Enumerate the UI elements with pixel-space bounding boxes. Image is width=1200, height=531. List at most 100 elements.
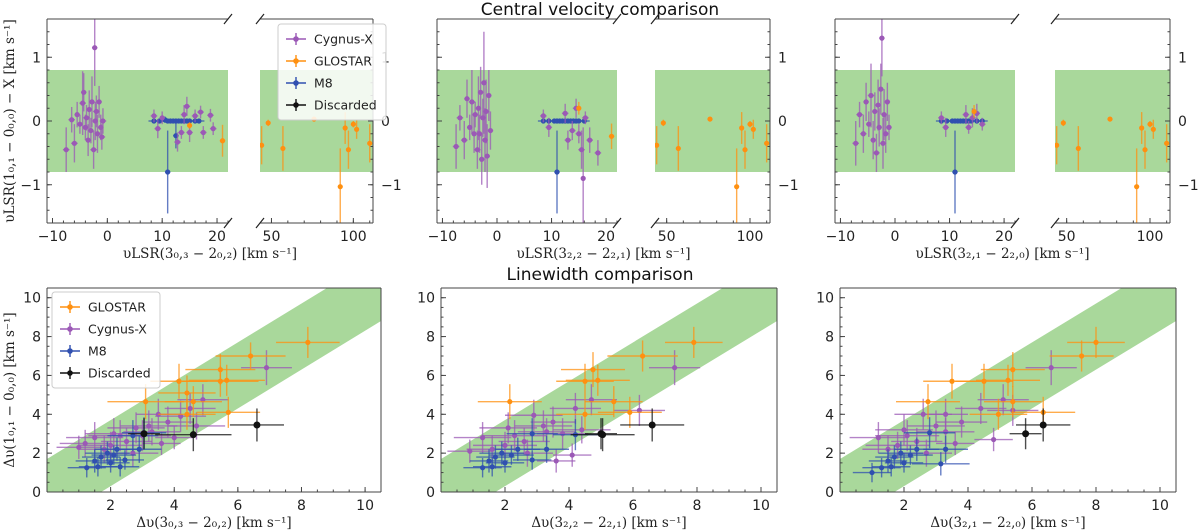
data-marker: [640, 353, 646, 359]
glostar-point: [747, 121, 753, 128]
data-marker: [515, 446, 521, 452]
cygnus-x-point: [88, 117, 94, 144]
legend: GLOSTAR Cygnus-X M8 Discarded: [51, 291, 161, 389]
glostar-point: [276, 326, 340, 358]
data-marker: [569, 452, 575, 458]
data-marker: [966, 124, 972, 130]
glostar-point: [1060, 119, 1066, 127]
data-marker: [81, 89, 87, 95]
plot-area: [47, 288, 381, 492]
m8-point: [923, 435, 968, 463]
glostar-point: [187, 122, 193, 129]
data-marker: [872, 108, 878, 115]
cygnus-x-point: [878, 63, 884, 115]
tolerance-band: [1055, 70, 1170, 172]
cygnus-x-point: [464, 79, 470, 118]
data-marker: [866, 121, 872, 127]
m8-point: [912, 452, 970, 476]
y-tick-label: 1: [1178, 50, 1187, 66]
data-marker: [901, 460, 907, 466]
cygnus-x-point: [875, 79, 881, 131]
axis-segment-2: 50 100 −1 0 1: [650, 13, 799, 245]
y-tick-label: 4: [32, 407, 41, 423]
cygnus-x-point: [71, 124, 78, 163]
data-marker: [1107, 116, 1113, 122]
cygnus-x-point: [872, 92, 878, 131]
data-marker: [210, 126, 216, 132]
data-marker: [85, 137, 91, 143]
cygnus-x-point: [849, 422, 908, 454]
data-marker: [991, 436, 997, 443]
glostar-point: [1075, 126, 1081, 171]
data-marker: [502, 460, 508, 466]
legend-entry-glostar: GLOSTAR: [60, 300, 146, 315]
glostar-point: [354, 119, 360, 139]
y-tick-label: 1: [778, 50, 787, 66]
x-tick-label: 0: [493, 229, 502, 245]
data-marker: [184, 390, 190, 396]
data-marker: [952, 169, 958, 175]
cygnus-x-point: [85, 124, 91, 157]
y-tick-label: −1: [778, 178, 799, 194]
x-tick-label: −10: [826, 229, 856, 245]
m8-point: [116, 435, 162, 463]
data-marker: [263, 365, 270, 371]
legend-label: Cygnus-X: [314, 32, 373, 47]
y-tick-label: 0: [778, 114, 787, 130]
cygnus-x-point: [200, 126, 207, 139]
data-marker: [1164, 140, 1170, 146]
cygnus-x-point: [174, 132, 181, 152]
discarded-point: [585, 418, 617, 450]
data-marker: [582, 378, 588, 384]
glostar-point: [1164, 124, 1170, 163]
y-tick-label: 8: [426, 330, 435, 346]
data-marker: [546, 124, 552, 130]
cygnus-x-point: [965, 121, 972, 134]
data-marker: [367, 140, 373, 146]
glostar-point: [1067, 326, 1125, 358]
cygnus-x-point: [472, 101, 478, 128]
cygnus-x-point: [68, 106, 75, 133]
data-marker: [529, 457, 535, 463]
data-marker: [487, 127, 494, 134]
y-tick-label: 0: [32, 114, 41, 130]
data-marker: [959, 419, 965, 425]
data-marker: [82, 440, 88, 447]
x-tick-label: 8: [297, 498, 306, 514]
axis-break-mark: [650, 13, 660, 25]
data-marker: [938, 115, 944, 121]
data-marker: [196, 118, 202, 124]
data-marker: [184, 103, 190, 109]
y-axis-label: Δυ(1₀,₁ − 0₀,₀) [km s⁻¹]: [2, 312, 18, 467]
legend-label: GLOSTAR: [314, 54, 372, 69]
data-marker: [197, 109, 204, 115]
y-tick-label: 4: [825, 407, 834, 423]
data-marker: [111, 452, 117, 458]
glostar-point: [734, 148, 740, 223]
axis-break-mark: [1010, 217, 1020, 229]
panel-1: −1001020−10150100−101Cygnus-XGLOSTARM8Di…: [2, 13, 402, 262]
data-marker: [77, 121, 83, 127]
y-tick-label: 0: [825, 485, 834, 501]
data-marker: [89, 99, 95, 105]
y-tick-label: 4: [426, 407, 435, 423]
cygnus-x-point: [852, 121, 859, 166]
data-marker: [1139, 125, 1145, 131]
axis-segment-2: 50 100 −1 0 1: [1050, 13, 1199, 245]
cygnus-x-point: [209, 122, 217, 136]
data-marker: [464, 96, 470, 102]
cygnus-x-point: [575, 124, 583, 144]
data-marker: [1134, 184, 1140, 190]
axis-break-mark: [1050, 217, 1060, 229]
data-marker: [193, 423, 200, 429]
data-marker: [96, 99, 102, 105]
legend-entry-discarded: Discarded: [286, 98, 377, 113]
cygnus-x-point: [98, 124, 106, 150]
data-marker: [184, 411, 190, 417]
cygnus-x-point: [62, 127, 70, 172]
data-marker: [1150, 126, 1156, 132]
axis-break-mark: [1050, 13, 1060, 25]
x-tick-label: 20: [995, 229, 1013, 245]
